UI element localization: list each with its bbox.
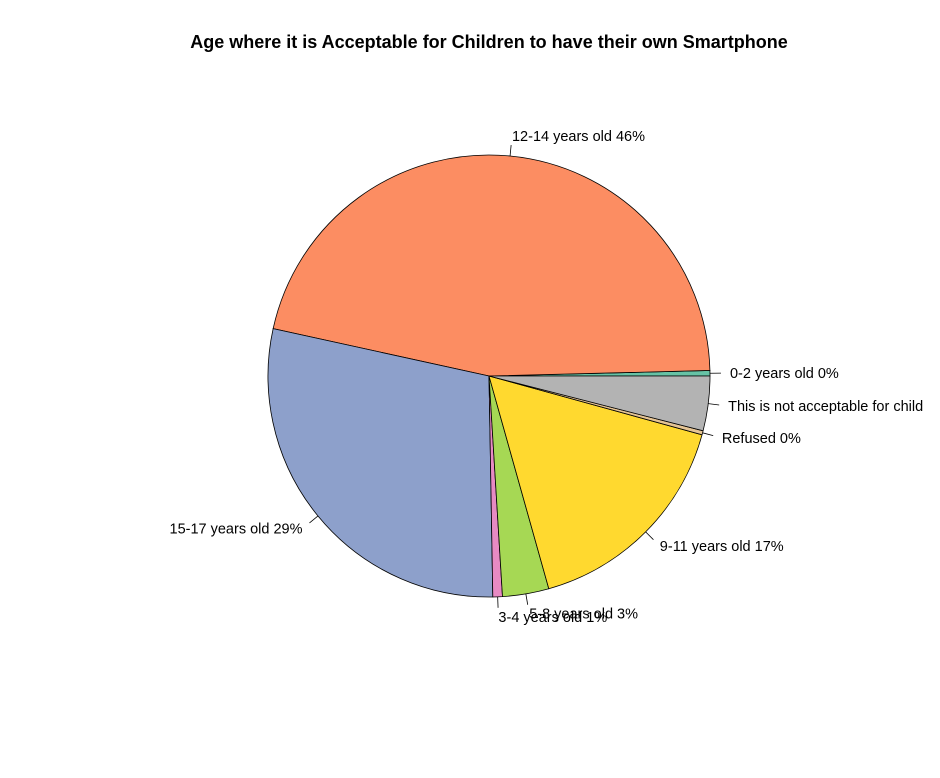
leader-line-9-11-years-old-17 bbox=[646, 532, 654, 540]
pie-slices bbox=[268, 155, 710, 597]
chart-title: Age where it is Acceptable for Children … bbox=[190, 32, 787, 52]
leader-line-15-17-years-old-29 bbox=[309, 516, 318, 523]
label-refused-0: Refused 0% bbox=[722, 431, 801, 447]
label-0-2-years-old-0: 0-2 years old 0% bbox=[730, 366, 839, 382]
label-15-17-years-old-29: 15-17 years old 29% bbox=[170, 522, 303, 538]
label-this-is-not-acceptable-for-child: This is not acceptable for child bbox=[728, 399, 923, 415]
leader-line-12-14-years-old-46 bbox=[510, 145, 511, 156]
label-12-14-years-old-46: 12-14 years old 46% bbox=[512, 129, 645, 145]
leader-line-this-is-not-acceptable-for-child bbox=[708, 404, 719, 405]
label-9-11-years-old-17: 9-11 years old 17% bbox=[660, 539, 784, 555]
leader-line-refused-0 bbox=[703, 433, 714, 436]
leader-line-5-8-years-old-3 bbox=[526, 594, 528, 605]
label-5-8-years-old-3: 5-8 years old 3% bbox=[529, 607, 638, 623]
